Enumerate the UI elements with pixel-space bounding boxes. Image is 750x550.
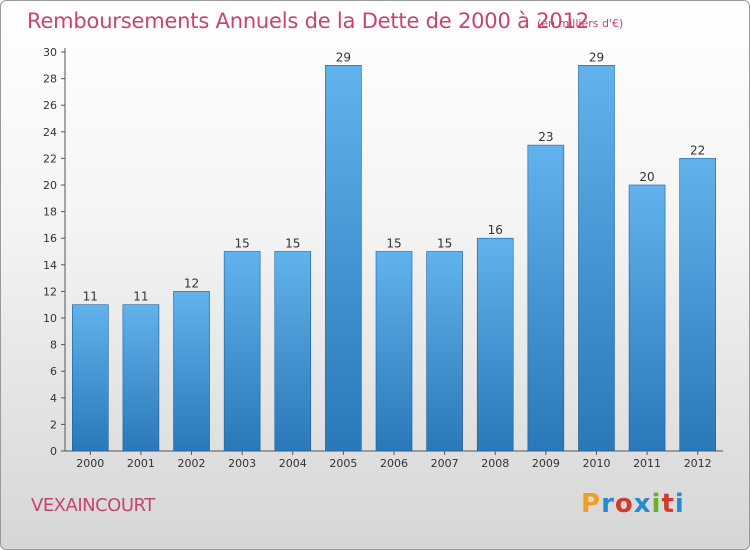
data-label: 12 (184, 276, 199, 290)
logo-letter: x (633, 489, 652, 519)
logo-letter: P (581, 489, 602, 519)
bar-2011 (628, 184, 666, 452)
bar-2012 (679, 158, 716, 452)
bar-2009 (527, 144, 565, 452)
y-tick-label: 12 (43, 285, 57, 298)
bar-2003 (223, 251, 261, 452)
data-label: 15 (285, 237, 300, 251)
x-tick-label: 2005 (329, 457, 357, 470)
x-tick-label: 2001 (127, 457, 155, 470)
y-tick-label: 8 (50, 339, 57, 352)
bar-2007 (426, 251, 463, 452)
logo-letter: r (601, 489, 615, 519)
x-tick-label: 2007 (431, 457, 459, 470)
data-label: 15 (386, 237, 401, 251)
bar-2005 (325, 65, 362, 452)
bar-2000 (72, 304, 109, 452)
x-tick-label: 2012 (684, 457, 712, 470)
data-label: 22 (690, 143, 705, 157)
logo-letter: o (614, 489, 634, 519)
x-tick-label: 2008 (481, 457, 509, 470)
y-tick-label: 16 (43, 232, 57, 245)
y-tick-label: 28 (43, 73, 57, 86)
data-label: 11 (83, 290, 98, 304)
logo-letter: t (661, 489, 675, 519)
data-label: 29 (336, 50, 351, 64)
chart-subtitle: (en milliers d'€) (537, 17, 624, 30)
data-label: 16 (488, 223, 503, 237)
logo-letter: i (651, 489, 662, 519)
data-label: 29 (589, 50, 604, 64)
bar-2004 (274, 251, 312, 452)
y-tick-label: 18 (43, 206, 57, 219)
y-tick-label: 30 (43, 46, 57, 59)
x-tick-label: 2000 (76, 457, 104, 470)
bar-2010 (578, 65, 615, 452)
y-tick-label: 4 (50, 392, 57, 405)
y-tick-label: 0 (50, 445, 57, 458)
y-tick-label: 6 (50, 365, 57, 378)
logo-letter: i (674, 489, 685, 519)
proxiti-logo: Proxiti (581, 489, 685, 519)
data-label: 23 (538, 130, 553, 144)
bar-2006 (375, 251, 413, 452)
data-label: 15 (235, 237, 250, 251)
y-tick-label: 10 (43, 312, 57, 325)
chart-title: Remboursements Annuels de la Dette de 20… (27, 9, 589, 33)
x-tick-label: 2003 (228, 457, 256, 470)
bar-2008 (476, 237, 514, 452)
bar-2002 (173, 291, 210, 452)
x-tick-label: 2010 (582, 457, 610, 470)
data-label: 20 (639, 170, 654, 184)
x-tick-label: 2011 (633, 457, 661, 470)
x-tick-label: 2006 (380, 457, 408, 470)
y-tick-label: 2 (50, 418, 57, 431)
x-tick-label: 2004 (279, 457, 307, 470)
data-label: 15 (437, 237, 452, 251)
y-tick-label: 26 (43, 99, 57, 112)
data-label: 11 (133, 290, 148, 304)
y-tick-label: 20 (43, 179, 57, 192)
y-tick-label: 22 (43, 152, 57, 165)
city-name: VEXAINCOURT (31, 495, 155, 516)
y-tick-label: 24 (43, 126, 57, 139)
y-tick-label: 14 (43, 259, 57, 272)
x-tick-label: 2002 (178, 457, 206, 470)
x-tick-label: 2009 (532, 457, 560, 470)
bar-2001 (122, 304, 160, 452)
